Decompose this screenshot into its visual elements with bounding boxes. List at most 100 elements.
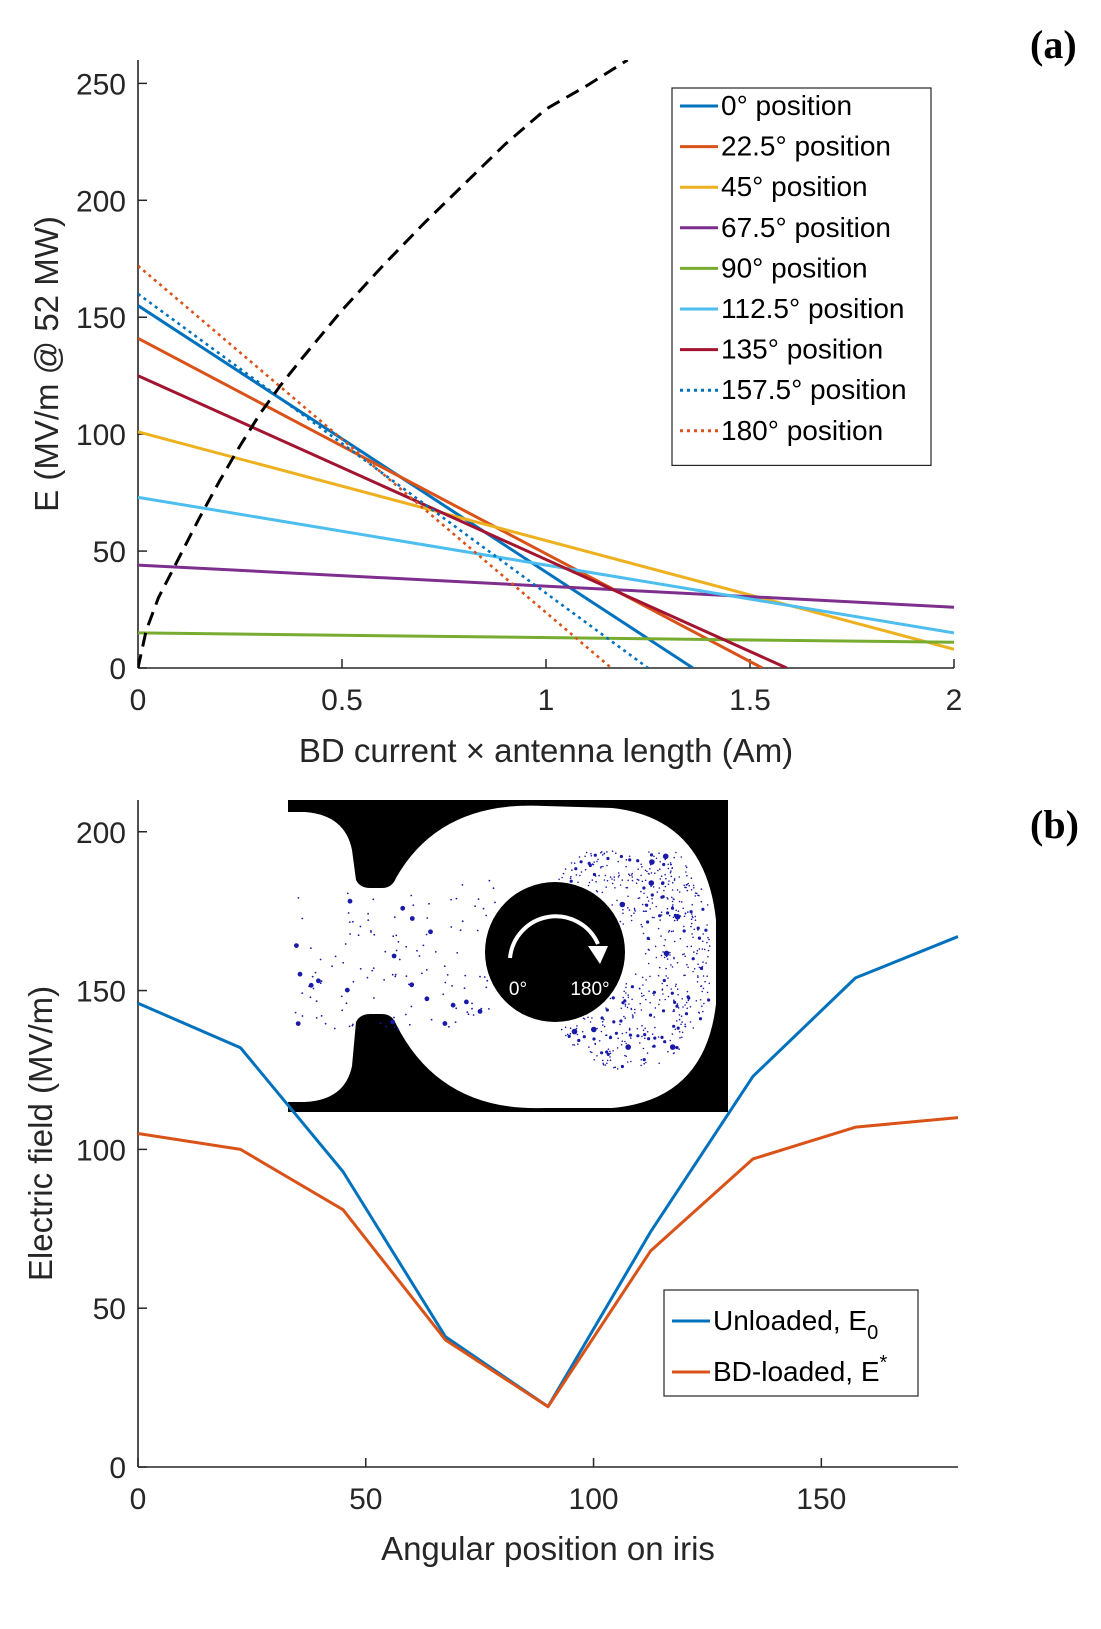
breakdown-spot bbox=[662, 862, 666, 867]
breakdown-spot bbox=[344, 943, 347, 945]
breakdown-spot bbox=[693, 928, 696, 931]
breakdown-spot bbox=[482, 907, 485, 910]
breakdown-spot bbox=[601, 854, 604, 856]
breakdown-spot bbox=[650, 885, 652, 887]
breakdown-spot bbox=[397, 1028, 399, 1031]
breakdown-spot bbox=[671, 905, 674, 908]
breakdown-spot bbox=[394, 973, 397, 976]
breakdown-spot bbox=[393, 916, 396, 919]
chart-a-reference-curve bbox=[138, 60, 629, 668]
breakdown-spot bbox=[675, 1046, 679, 1050]
breakdown-spot bbox=[561, 876, 563, 879]
breakdown-spot bbox=[625, 858, 628, 861]
breakdown-spot bbox=[664, 939, 666, 941]
breakdown-spot bbox=[643, 1062, 645, 1065]
breakdown-spot bbox=[676, 1003, 679, 1005]
breakdown-spot bbox=[634, 1012, 636, 1014]
breakdown-spot bbox=[666, 897, 668, 899]
breakdown-spot bbox=[670, 930, 673, 933]
breakdown-spot bbox=[697, 929, 699, 931]
breakdown-spot bbox=[592, 872, 597, 877]
breakdown-spot bbox=[628, 1033, 633, 1037]
breakdown-spot bbox=[428, 902, 430, 905]
breakdown-spot bbox=[641, 976, 644, 979]
breakdown-spot bbox=[678, 1018, 681, 1021]
breakdown-spot bbox=[696, 926, 700, 930]
breakdown-spot bbox=[680, 856, 683, 858]
breakdown-spot bbox=[570, 875, 572, 878]
breakdown-spot bbox=[673, 878, 676, 880]
breakdown-spot bbox=[641, 925, 643, 928]
breakdown-spot bbox=[605, 1007, 607, 1009]
panel-label-a: (a) bbox=[1030, 22, 1077, 67]
breakdown-spot bbox=[695, 1000, 698, 1002]
breakdown-spot bbox=[461, 920, 464, 923]
chart-a-series-line-0 bbox=[138, 304, 694, 668]
breakdown-spot bbox=[601, 1021, 604, 1023]
breakdown-spot bbox=[642, 932, 645, 935]
breakdown-spot bbox=[708, 938, 710, 941]
breakdown-spot bbox=[640, 923, 642, 926]
chart-a-x-tick-label: 0.5 bbox=[321, 684, 363, 717]
breakdown-spot bbox=[609, 876, 612, 878]
breakdown-spot bbox=[600, 1030, 603, 1033]
breakdown-spot bbox=[616, 1068, 619, 1070]
breakdown-spot bbox=[653, 1016, 656, 1018]
breakdown-spot bbox=[680, 1023, 682, 1026]
breakdown-spot bbox=[398, 958, 401, 961]
breakdown-spot bbox=[671, 896, 673, 899]
breakdown-spot bbox=[630, 919, 633, 922]
breakdown-spot bbox=[625, 1055, 627, 1058]
breakdown-spot bbox=[425, 969, 428, 971]
breakdown-spot bbox=[395, 934, 398, 937]
breakdown-spot bbox=[668, 880, 670, 882]
breakdown-spot bbox=[621, 1040, 624, 1042]
breakdown-spot bbox=[394, 975, 397, 978]
breakdown-spot bbox=[625, 865, 627, 868]
breakdown-spot bbox=[422, 944, 425, 947]
breakdown-spot bbox=[673, 1010, 676, 1012]
breakdown-spot bbox=[483, 976, 486, 978]
breakdown-spot bbox=[569, 1033, 572, 1035]
breakdown-spot bbox=[651, 916, 654, 919]
breakdown-spot bbox=[670, 863, 672, 866]
breakdown-spot bbox=[664, 998, 666, 1001]
chart-a-legend: 0° position 22.5° position 45° position 67.… bbox=[671, 87, 932, 466]
breakdown-spot bbox=[635, 882, 638, 884]
breakdown-spot bbox=[603, 879, 606, 881]
breakdown-spot bbox=[646, 1031, 649, 1033]
breakdown-spot bbox=[678, 891, 681, 893]
breakdown-spot bbox=[348, 1025, 351, 1028]
breakdown-spot bbox=[624, 1054, 626, 1057]
breakdown-spot bbox=[373, 933, 376, 936]
breakdown-spot bbox=[611, 904, 613, 906]
breakdown-spot bbox=[494, 901, 496, 904]
breakdown-spot bbox=[645, 998, 647, 1001]
breakdown-spot bbox=[685, 886, 687, 889]
breakdown-spot bbox=[664, 885, 667, 888]
breakdown-spot bbox=[700, 985, 702, 988]
breakdown-spot bbox=[665, 877, 667, 880]
breakdown-spot bbox=[459, 929, 462, 932]
breakdown-spot bbox=[668, 929, 671, 932]
breakdown-spot bbox=[626, 886, 629, 889]
breakdown-spot bbox=[588, 863, 592, 868]
breakdown-spot bbox=[626, 1061, 629, 1063]
breakdown-spot bbox=[446, 974, 449, 976]
breakdown-spot bbox=[685, 865, 687, 867]
breakdown-spot bbox=[689, 1006, 692, 1008]
breakdown-spot bbox=[442, 993, 445, 996]
breakdown-spot bbox=[673, 898, 675, 901]
breakdown-spot bbox=[637, 897, 640, 900]
breakdown-spot bbox=[707, 998, 711, 1002]
breakdown-spot bbox=[657, 1036, 660, 1038]
breakdown-spot bbox=[605, 1050, 609, 1054]
breakdown-spot bbox=[592, 1037, 596, 1041]
breakdown-spot bbox=[488, 1008, 490, 1010]
breakdown-spot bbox=[687, 882, 689, 885]
breakdown-spot bbox=[619, 1023, 621, 1026]
breakdown-spot bbox=[691, 933, 693, 935]
breakdown-spot bbox=[426, 917, 429, 919]
breakdown-spot bbox=[565, 1034, 567, 1037]
